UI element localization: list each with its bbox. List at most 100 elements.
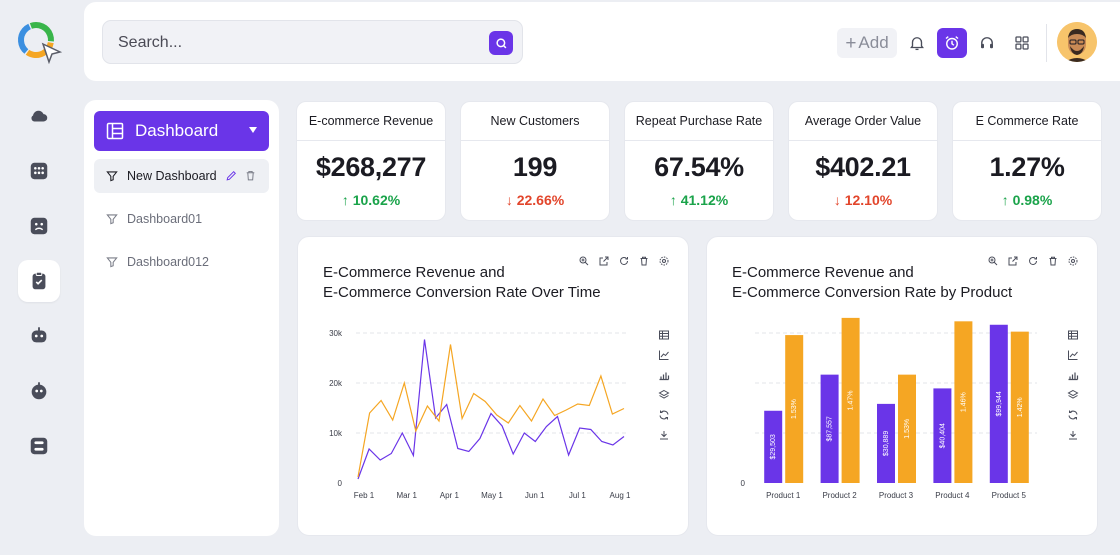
sidebar-item-apps[interactable] (18, 150, 60, 192)
y-tick-label: 10k (329, 429, 343, 438)
table-view-icon[interactable] (658, 329, 670, 341)
kpi-title: Repeat Purchase Rate (625, 102, 773, 141)
search-placeholder: Search... (118, 34, 183, 51)
add-label: Add (858, 33, 889, 52)
left-rail (0, 0, 78, 555)
settings-icon[interactable] (658, 255, 670, 267)
kpi-value: 199 (512, 152, 558, 182)
bar-data-label: $29,503 (770, 434, 777, 459)
zoom-icon[interactable] (578, 255, 590, 267)
external-link-icon[interactable] (1007, 255, 1019, 267)
y-tick-label: 0 (741, 479, 746, 488)
kpi-card-repeat-purchase[interactable]: Repeat Purchase Rate 67.54% ↑ 41.12% (624, 101, 774, 221)
kpi-card-ecommerce-rate[interactable]: E Commerce Rate 1.27% ↑ 0.98% (952, 101, 1102, 221)
kpi-delta: ↓ 22.66% (461, 192, 609, 208)
sidebar-item-assistant[interactable] (18, 370, 60, 412)
sidebar-item-reports[interactable] (18, 260, 60, 302)
kpi-delta-value: 12.10% (844, 192, 893, 208)
table-view-icon[interactable] (1067, 329, 1079, 341)
avatar[interactable] (1057, 22, 1097, 62)
series-line-1 (357, 344, 625, 478)
dashboard-item-label: Dashboard012 (127, 255, 210, 269)
layers-icon[interactable] (1067, 389, 1079, 401)
kpi-card-avg-order[interactable]: Average Order Value $402.21 ↓ 12.10% (788, 101, 938, 221)
x-tick-label: Mar 1 (396, 491, 417, 500)
search-input[interactable]: Search... (102, 20, 523, 64)
apps-grid-button[interactable] (1007, 28, 1037, 58)
layers-icon[interactable] (658, 389, 670, 401)
chart-toolbar (987, 255, 1079, 267)
layout-icon (106, 122, 124, 140)
x-tick-label: Product 1 (766, 491, 801, 500)
grid-icon (1015, 36, 1029, 50)
kpi-card-new-customers[interactable]: New Customers 199 ↓ 22.66% (460, 101, 610, 221)
sidebar-item-flows[interactable] (18, 425, 60, 467)
bar-chart-icon[interactable] (1067, 369, 1079, 381)
sidebar-item-cloud[interactable] (18, 95, 60, 137)
bar-data-label: 1.53% (904, 419, 911, 439)
bar-data-label: $40,404 (939, 423, 946, 448)
x-tick-label: Product 5 (992, 491, 1027, 500)
dashboard-item-01[interactable]: Dashboard01 (94, 202, 269, 236)
trash-icon[interactable] (1047, 255, 1059, 267)
bar-0 (820, 374, 839, 483)
kpi-value: 67.54% (654, 152, 744, 182)
bar-data-label: 1.46% (960, 392, 967, 412)
add-button[interactable]: + Add (837, 28, 897, 58)
x-tick-label: Jul 1 (569, 491, 586, 500)
chart-title-line1: E-Commerce Revenue and (323, 264, 505, 281)
dashboard-item-label: New Dashboard (127, 169, 217, 183)
plus-icon: + (845, 32, 857, 54)
sync-icon[interactable] (1067, 409, 1079, 421)
support-button[interactable] (972, 28, 1002, 58)
kpi-card-revenue[interactable]: E-commerce Revenue $268,277 ↑ 10.62% (296, 101, 446, 221)
alarm-button[interactable] (937, 28, 967, 58)
zoom-icon[interactable] (987, 255, 999, 267)
chart-title-line1: E-Commerce Revenue and (732, 264, 914, 281)
external-link-icon[interactable] (598, 255, 610, 267)
kpi-title: E-commerce Revenue (297, 102, 445, 141)
app-logo[interactable] (16, 18, 63, 65)
download-icon[interactable] (1067, 429, 1079, 441)
sidebar-item-feedback[interactable] (18, 205, 60, 247)
sidebar-item-bots[interactable] (18, 315, 60, 357)
dashboard-item-012[interactable]: Dashboard012 (94, 245, 269, 279)
x-tick-label: Feb 1 (354, 491, 375, 500)
dashboard-item-new[interactable]: New Dashboard (94, 159, 269, 193)
bar-0 (933, 388, 952, 483)
bar-chart-icon[interactable] (658, 369, 670, 381)
arrow-down-icon: ↓ (505, 192, 517, 208)
settings-icon[interactable] (1067, 255, 1079, 267)
chart-card-by-product: E-Commerce Revenue and E-Commerce Conver… (706, 236, 1098, 536)
trash-icon[interactable] (244, 169, 257, 182)
headset-icon (981, 37, 993, 49)
kpi-delta: ↑ 10.62% (297, 192, 445, 208)
x-tick-label: Apr 1 (440, 491, 460, 500)
line-chart-icon[interactable] (658, 349, 670, 361)
edit-icon[interactable] (225, 169, 238, 182)
bar-0 (877, 403, 895, 483)
dashboard-dropdown[interactable]: Dashboard (94, 111, 269, 151)
bar-1 (841, 317, 860, 483)
trash-icon[interactable] (638, 255, 650, 267)
kpi-value: $268,277 (315, 152, 427, 182)
filter-icon (106, 257, 118, 268)
notifications-button[interactable] (902, 28, 932, 58)
cloud-icon (31, 110, 48, 122)
dashboard-panel: Dashboard New Dashboard Dashboard01 Dash… (84, 100, 279, 536)
bar-data-label: 1.42% (1017, 397, 1024, 417)
bot-face-icon (31, 382, 47, 400)
arrow-down-icon: ↓ (833, 192, 845, 208)
line-chart-icon[interactable] (1067, 349, 1079, 361)
sync-icon[interactable] (658, 409, 670, 421)
series-line-0 (357, 339, 625, 480)
refresh-icon[interactable] (1027, 255, 1039, 267)
bar-chart: 0 $29,503 1.53% Product 1 $87,557 1.47% Produc… (741, 317, 1037, 500)
arrow-up-icon: ↑ (1001, 192, 1013, 208)
kpi-delta-value: 22.66% (516, 192, 565, 208)
search-button[interactable] (489, 31, 513, 55)
download-icon[interactable] (658, 429, 670, 441)
grid-dots-icon (30, 162, 48, 180)
refresh-icon[interactable] (618, 255, 630, 267)
y-tick-label: 0 (338, 479, 343, 488)
